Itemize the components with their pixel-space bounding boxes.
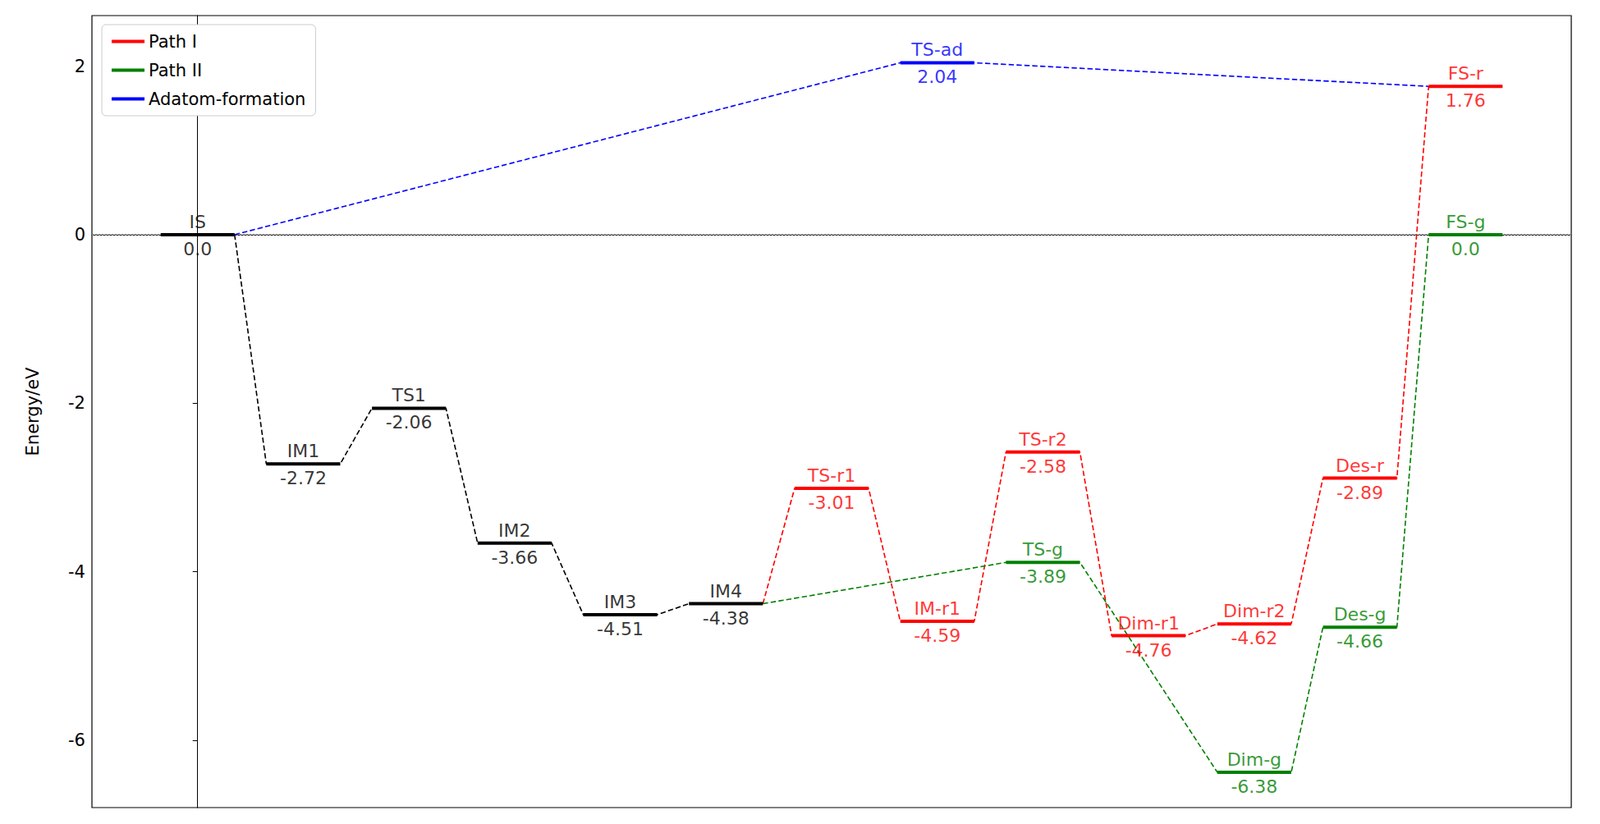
svg-text:2: 2: [74, 56, 86, 77]
svg-text:TS-r1: TS-r1: [806, 465, 856, 486]
svg-text:1.76: 1.76: [1445, 90, 1486, 111]
svg-text:-3.01: -3.01: [808, 492, 856, 514]
svg-text:Des-g: Des-g: [1334, 604, 1387, 625]
svg-text:TS1: TS1: [390, 385, 426, 406]
svg-text:FS-g: FS-g: [1445, 211, 1486, 233]
svg-text:-6: -6: [68, 730, 86, 751]
svg-text:Adatom-formation: Adatom-formation: [148, 89, 306, 110]
svg-text:-2: -2: [68, 393, 86, 413]
svg-text:Energy/eV: Energy/eV: [22, 366, 43, 457]
svg-text:IM4: IM4: [710, 581, 743, 602]
svg-text:-2.58: -2.58: [1019, 456, 1067, 477]
svg-text:0: 0: [74, 224, 86, 245]
svg-text:0.0: 0.0: [183, 238, 212, 260]
svg-text:Dim-r2: Dim-r2: [1223, 600, 1285, 622]
svg-text:TS-g: TS-g: [1022, 539, 1064, 560]
svg-text:-4.62: -4.62: [1230, 628, 1278, 649]
svg-text:-4.66: -4.66: [1336, 631, 1384, 652]
svg-text:FS-r: FS-r: [1448, 63, 1485, 84]
svg-text:Dim-g: Dim-g: [1227, 749, 1282, 771]
svg-text:IM-r1: IM-r1: [913, 598, 960, 619]
svg-text:Des-r: Des-r: [1335, 455, 1385, 477]
svg-text:-4: -4: [68, 562, 86, 583]
svg-text:-2.89: -2.89: [1336, 482, 1384, 504]
svg-text:-6.38: -6.38: [1230, 776, 1278, 798]
svg-text:0.0: 0.0: [1451, 238, 1481, 260]
svg-text:IM1: IM1: [287, 440, 320, 462]
svg-text:-4.59: -4.59: [913, 625, 961, 647]
svg-text:-2.06: -2.06: [385, 412, 433, 433]
svg-text:-4.76: -4.76: [1125, 640, 1173, 661]
svg-text:-2.72: -2.72: [279, 467, 327, 489]
svg-text:-3.66: -3.66: [490, 547, 538, 569]
svg-text:-4.51: -4.51: [596, 618, 644, 640]
svg-text:Dim-r1: Dim-r1: [1117, 613, 1179, 634]
svg-text:2.04: 2.04: [916, 66, 958, 88]
svg-text:TS-ad: TS-ad: [910, 39, 963, 60]
svg-text:-4.38: -4.38: [702, 608, 750, 629]
svg-text:TS-r2: TS-r2: [1017, 429, 1067, 450]
svg-text:Path I: Path I: [148, 32, 198, 52]
svg-text:-3.89: -3.89: [1019, 566, 1067, 587]
svg-text:IM3: IM3: [604, 591, 637, 613]
svg-text:IM2: IM2: [498, 520, 531, 541]
svg-text:IS: IS: [188, 211, 206, 233]
svg-text:Path II: Path II: [148, 60, 202, 81]
